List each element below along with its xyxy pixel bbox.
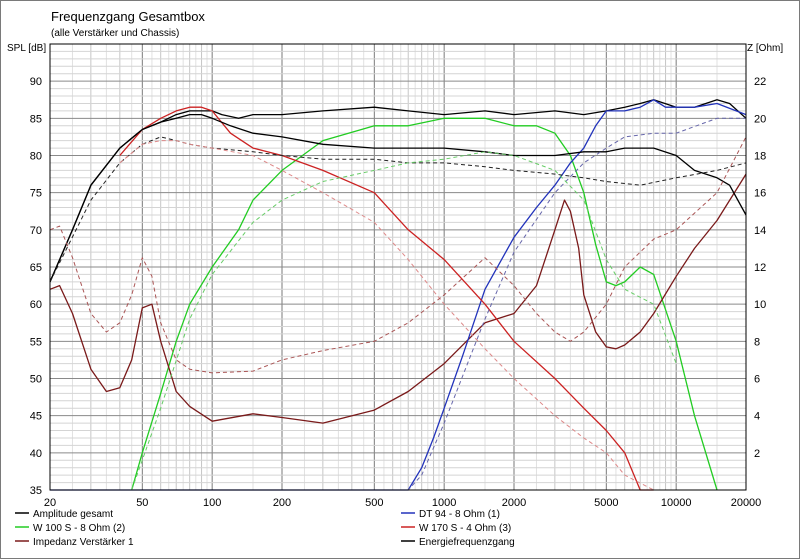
series-line-amplitude-gesamt [49,99,747,283]
y-right-tick-label: 14 [754,225,766,237]
legend: Amplitude gesamt W 100 S - 8 Ohm (2) Imped… [15,509,515,548]
y-left-tick-label: 40 [30,448,42,460]
series-line-dashed-6 [49,136,747,283]
y-left-tick-label: 65 [30,262,42,274]
legend-label: W 170 S - 4 Ohm (3) [419,523,511,534]
y-right-tick-label: 2 [754,448,760,460]
x-tick-label: 5000 [594,497,618,509]
grid [49,43,747,491]
series-line-w-170-s-4-ohm-3 [119,106,654,491]
legend-label: W 100 S - 8 Ohm (2) [33,523,125,534]
y-right-tick-label: 10 [754,299,766,311]
y-left-tick-label: 45 [30,411,42,423]
y-left-tick-label: 35 [30,485,42,497]
y-right-tick-label: 8 [754,336,760,348]
plot-border [49,43,747,491]
y-left-tick-label: 55 [30,336,42,348]
x-tick-label: 50 [136,497,148,509]
x-tick-label: 100 [203,497,221,509]
legend-label: Impedanz Verstärker 1 [33,537,134,548]
series-line-dashed-8 [131,151,677,491]
x-tick-label: 20000 [731,497,762,509]
tick-labels: 20 50 100 200 500 1000 2000 5000 10000 20000 35 40 4… [30,76,767,509]
series-line-energiefrequenzgang [49,113,747,283]
y-left-tick-label: 90 [30,76,42,88]
legend-label: Amplitude gesamt [33,509,113,520]
legend-label: DT 94 - 8 Ohm (1) [419,509,500,520]
y-left-tick-label: 70 [30,225,42,237]
y-axis-left-label: SPL [dB] [7,43,46,54]
y-right-tick-label: 18 [754,151,766,163]
y-axis-right-label: Z [Ohm] [747,43,783,54]
y-right-tick-label: 12 [754,262,766,274]
x-tick-label: 20 [44,497,56,509]
series-line-dashed-7 [50,117,746,491]
series-group [49,99,747,491]
y-left-tick-label: 60 [30,299,42,311]
x-tick-label: 500 [365,497,383,509]
legend-label: Energiefrequenzgang [419,537,515,548]
series-line-dashed-10 [49,136,747,374]
y-right-tick-label: 20 [754,113,766,125]
x-tick-label: 10000 [661,497,692,509]
y-left-tick-label: 75 [30,188,42,200]
x-tick-label: 1000 [432,497,456,509]
y-left-tick-label: 85 [30,113,42,125]
series-line-w-100-s-8-ohm-2 [131,117,718,491]
chart-title: Frequenzgang Gesamtbox [51,9,205,24]
y-left-tick-label: 80 [30,151,42,163]
x-tick-label: 2000 [502,497,526,509]
y-right-tick-label: 4 [754,411,760,423]
x-tick-label: 200 [273,497,291,509]
chart-subtitle: (alle Verstärker und Chassis) [51,28,179,39]
series-line-impedanz-verst-rker-1 [49,173,747,424]
y-right-tick-label: 22 [754,76,766,88]
y-right-tick-label: 6 [754,374,760,386]
series-line-dashed-9 [119,140,654,491]
y-right-tick-label: 16 [754,188,766,200]
series-line-dt-94-8-ohm-1 [50,99,747,491]
y-left-tick-label: 50 [30,374,42,386]
